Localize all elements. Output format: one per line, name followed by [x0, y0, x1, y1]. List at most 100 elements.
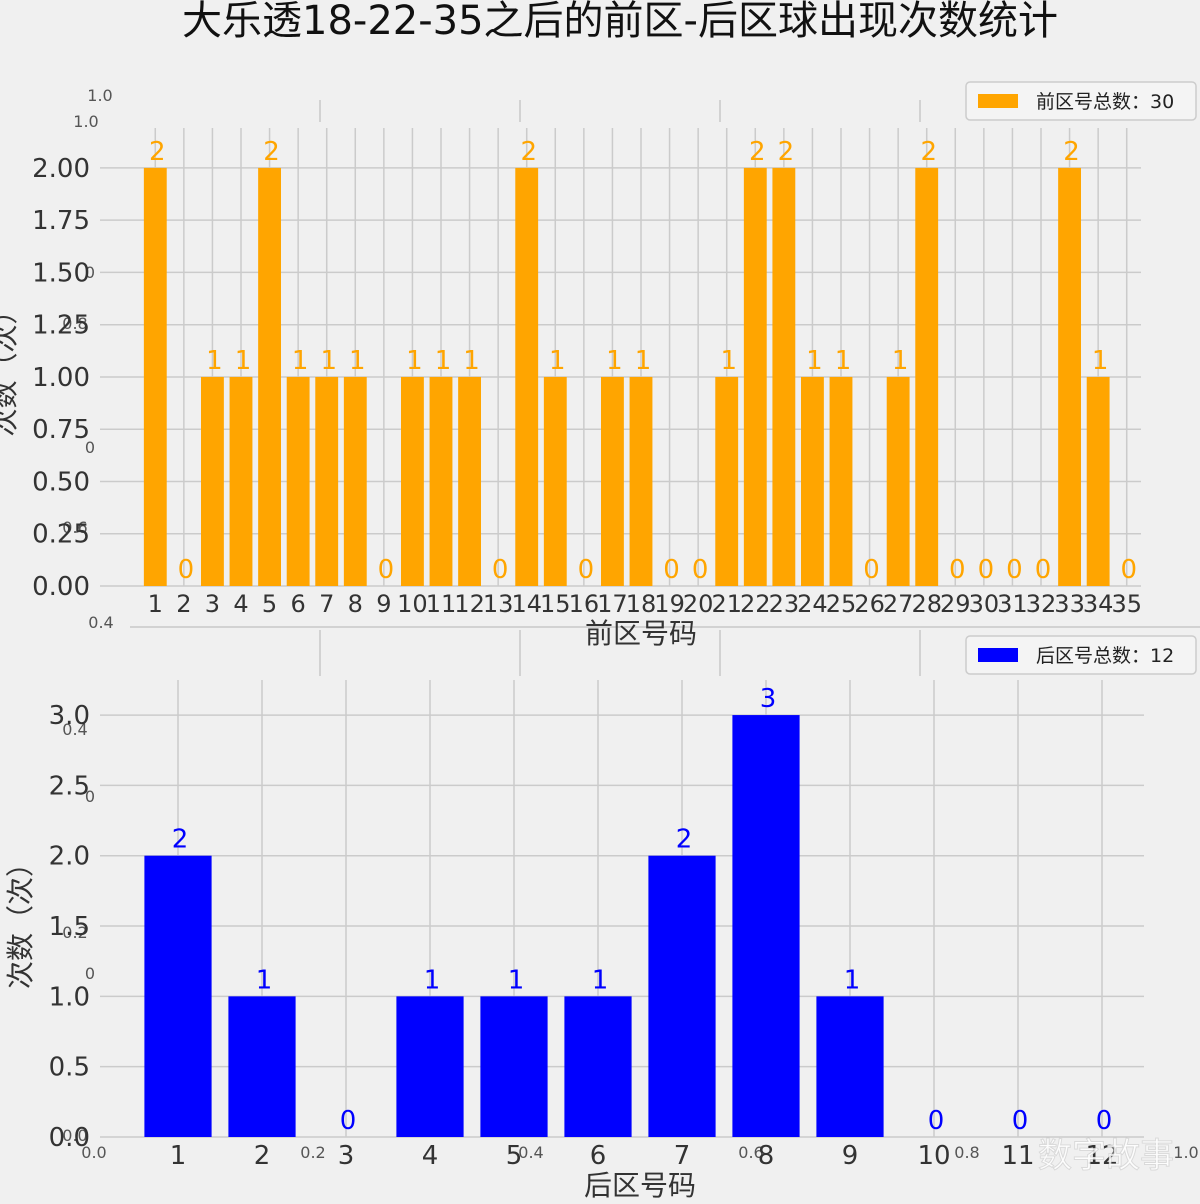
bar-value-label: 0: [1096, 1106, 1113, 1136]
bar-value-label: 2: [778, 137, 795, 167]
bar: [715, 376, 739, 586]
bar: [315, 376, 339, 586]
x-tick-label: 8: [348, 590, 363, 618]
bar-value-label: 1: [592, 965, 609, 995]
bar-value-label: 0: [578, 555, 595, 585]
bar-value-label: 1: [635, 346, 652, 376]
watermark: 数字故事: [1038, 1136, 1174, 1176]
bar-value-label: 1: [835, 346, 852, 376]
bar-value-label: 0: [692, 555, 709, 585]
bar: [401, 376, 424, 586]
x-tick-label: 12: [454, 590, 485, 618]
x-tick-label: 19: [654, 590, 685, 618]
bar-value-label: 1: [844, 965, 861, 995]
bar: [201, 376, 224, 586]
ghost-tick-label: 0.8: [954, 1143, 979, 1162]
bar: [1058, 167, 1081, 586]
bar: [743, 167, 767, 586]
x-tick-label: 28: [911, 590, 942, 618]
x-tick-label: 4: [422, 1141, 439, 1171]
x-tick-label: 18: [626, 590, 657, 618]
legend: 前区号总数：30: [965, 81, 1197, 121]
y-tick-label: 1.25: [32, 311, 90, 341]
y-tick-label: 0.00: [32, 572, 90, 602]
back-zone-plot: 0.00.51.01.52.02.53.02112031415162738190…: [4, 635, 1197, 1202]
x-tick-label: 10: [917, 1141, 950, 1171]
y-tick-label: 0.5: [49, 1053, 90, 1083]
x-tick-label: 31: [997, 590, 1028, 618]
bar-value-label: 1: [435, 346, 452, 376]
bar: [143, 167, 167, 586]
x-tick-label: 7: [674, 1141, 691, 1171]
x-tick-label: 6: [590, 1141, 607, 1171]
x-tick-label: 9: [842, 1141, 859, 1171]
x-tick-label: 4: [233, 590, 248, 618]
x-tick-label: 3: [205, 590, 220, 618]
ghost-tick-label: 0: [85, 438, 95, 457]
bar: [915, 167, 939, 586]
x-tick-label: 21: [711, 590, 742, 618]
bar-value-label: 1: [292, 346, 309, 376]
ghost-tick-label: 0: [85, 263, 95, 282]
ghost-tick-label: 0: [85, 787, 95, 806]
ghost-tick-label: 0.2: [300, 1143, 325, 1162]
y-tick-label: 1.0: [49, 982, 90, 1012]
bar-value-label: 0: [492, 555, 509, 585]
bar-value-label: 0: [1120, 555, 1137, 585]
x-tick-label: 10: [397, 590, 428, 618]
bar-value-label: 1: [463, 346, 480, 376]
legend-swatch: [978, 94, 1018, 108]
y-tick-label: 0.75: [32, 415, 90, 445]
x-tick-label: 22: [740, 590, 771, 618]
bar-value-label: 2: [263, 137, 280, 167]
ghost-tick-label: 0.4: [88, 613, 113, 632]
x-tick-label: 14: [511, 590, 542, 618]
x-tick-label: 1: [170, 1141, 187, 1171]
x-tick-label: 33: [1054, 590, 1085, 618]
bar: [258, 167, 281, 586]
bar: [801, 376, 824, 586]
x-tick-label: 30: [969, 590, 1000, 618]
bar-value-label: 0: [863, 555, 880, 585]
bar: [343, 376, 367, 586]
y-tick-label: 1.00: [32, 363, 90, 393]
bar-value-label: 1: [424, 965, 441, 995]
ghost-tick-label: 0.0: [62, 1126, 87, 1145]
bar-value-label: 1: [235, 346, 252, 376]
bar: [543, 376, 567, 586]
bar-value-label: 0: [340, 1106, 357, 1136]
bar-value-label: 2: [920, 137, 937, 167]
bar: [286, 376, 310, 586]
y-tick-label: 2.5: [49, 771, 90, 801]
bar: [564, 996, 632, 1137]
x-tick-label: 16: [569, 590, 600, 618]
x-tick-label: 9: [376, 590, 391, 618]
ghost-tick-label: 0.0: [81, 1143, 106, 1162]
bar: [629, 376, 653, 586]
bar: [829, 376, 853, 586]
bar: [480, 996, 548, 1137]
ghost-tick-label: 1.0: [1173, 1143, 1198, 1162]
bar: [515, 167, 539, 586]
bar: [1086, 376, 1110, 586]
front-zone-plot: 0.000.250.500.751.001.251.501.752.002102…: [0, 81, 1197, 650]
ghost-tick-label: 0.2: [62, 923, 87, 942]
ghost-tick-label: 0.6: [62, 518, 87, 537]
bar-value-label: 0: [378, 555, 395, 585]
legend-box: [965, 635, 1197, 675]
bar: [396, 996, 464, 1137]
x-axis-label: 前区号码: [585, 617, 697, 650]
bar: [429, 376, 453, 586]
x-tick-label: 34: [1083, 590, 1114, 618]
ghost-tick-label: 1.0: [73, 112, 98, 131]
bar-value-label: 1: [606, 346, 623, 376]
bar: [732, 715, 800, 1137]
ghost-tick-label: 0.4: [62, 720, 87, 739]
x-tick-label: 6: [291, 590, 306, 618]
x-tick-label: 32: [1026, 590, 1057, 618]
y-tick-label: 1.50: [32, 258, 90, 288]
ghost-tick-label: 0.4: [518, 1143, 543, 1162]
bar: [816, 996, 884, 1137]
